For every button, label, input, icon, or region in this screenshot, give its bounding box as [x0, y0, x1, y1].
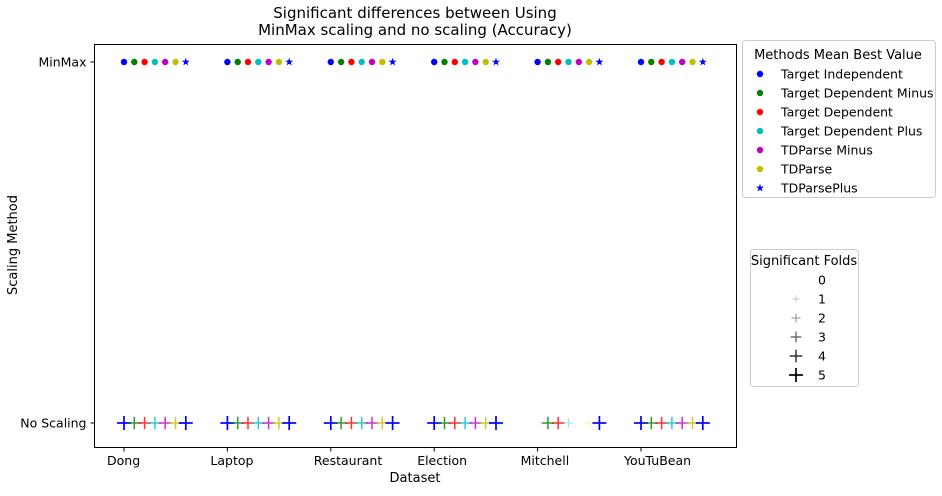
legend-marker-tdparse-minus: [756, 146, 764, 154]
legend-fold-label-4: 4: [818, 349, 826, 364]
legend-methods-box: [742, 40, 936, 198]
legend-label-tdparse: TDParse: [780, 162, 833, 177]
legend-fold-label-3: 3: [818, 330, 826, 345]
plot-area: [94, 44, 737, 448]
x-tick-label-mitchell: Mitchell: [521, 453, 570, 468]
x-tick-label-laptop: Laptop: [210, 453, 253, 468]
point-minmax-election-target-dependent-minus: [441, 58, 448, 66]
point-minmax-restaurant-tdparseplus: [388, 57, 397, 66]
point-minmax-laptop-target-dependent-plus: [255, 58, 262, 66]
legend-marker-target-dependent-minus: [756, 89, 764, 97]
chart-marks: [117, 57, 710, 430]
plus-noscaling-mitchell-tdparseplus: [592, 416, 607, 430]
legend-fold-label-0: 0: [818, 273, 826, 288]
chart-title-line-2: MinMax scaling and no scaling (Accuracy): [258, 21, 572, 39]
legend-marker-target-dependent-plus: [756, 127, 764, 135]
point-minmax-laptop-tdparse: [275, 58, 283, 66]
point-minmax-youtubean-target-dependent-minus: [648, 58, 655, 66]
point-minmax-election-target-dependent-plus: [461, 58, 469, 66]
legend-marker-tdparseplus: [756, 183, 764, 192]
x-tick-label-election: Election: [417, 453, 467, 468]
legend-marker-tdparse: [756, 165, 764, 173]
y-tick-label-no-scaling: No Scaling: [20, 416, 86, 431]
point-minmax-youtubean-tdparse: [689, 58, 696, 66]
point-minmax-restaurant-tdparse: [379, 58, 386, 66]
plus-noscaling-dong-tdparseplus: [178, 416, 193, 430]
legend-fold-marker-3: [790, 331, 802, 343]
legend-fold-marker-1: [792, 295, 800, 303]
point-minmax-laptop-target-dependent: [244, 58, 252, 66]
chart-title-line-1: Significant differences between Using: [273, 4, 556, 22]
legend-methods-entries: Target Independent Target Dependent Minus…: [756, 67, 934, 196]
legend-folds-title: Significant Folds: [751, 254, 858, 269]
point-minmax-mitchell-tdparse-minus: [575, 58, 582, 66]
point-minmax-youtubean-target-independent: [637, 58, 645, 66]
y-axis-label: Scaling Method: [6, 195, 21, 295]
plus-noscaling-restaurant-tdparseplus: [385, 416, 400, 430]
legend-label-tdparseplus: TDParsePlus: [780, 181, 858, 196]
point-minmax-restaurant-target-dependent-plus: [358, 58, 365, 66]
plus-noscaling-mitchell-tdparse: [585, 419, 593, 427]
point-minmax-election-tdparseplus: [492, 57, 500, 66]
legend-fold-label-5: 5: [818, 368, 826, 383]
legend-folds-box: [750, 249, 859, 387]
x-tick-label-youtubean: YouTuBean: [623, 453, 691, 468]
point-minmax-dong-tdparse: [172, 58, 179, 66]
point-minmax-dong-target-independent: [120, 58, 128, 66]
x-tick-label-dong: Dong: [107, 453, 140, 468]
legend-marker-target-independent: [756, 70, 764, 78]
legend-fold-marker-4: [789, 349, 803, 363]
point-minmax-mitchell-tdparseplus: [595, 57, 604, 66]
x-axis-label: Dataset: [390, 471, 441, 486]
point-minmax-laptop-tdparseplus: [285, 57, 294, 66]
point-minmax-dong-target-dependent-plus: [151, 58, 159, 66]
point-minmax-dong-target-dependent: [141, 58, 148, 66]
point-minmax-youtubean-tdparseplus: [698, 57, 707, 66]
legend-label-target-dependent: Target Dependent: [780, 105, 893, 120]
x-tick-label-restaurant: Restaurant: [314, 453, 383, 468]
legend-fold-label-1: 1: [818, 292, 826, 307]
point-minmax-dong-tdparseplus: [181, 57, 190, 66]
point-minmax-mitchell-target-independent: [534, 58, 541, 66]
legend-marker-target-dependent: [756, 108, 764, 116]
axis-ticks: Dong Laptop Restaurant Election Mitchell YouT…: [20, 55, 691, 469]
point-minmax-laptop-target-independent: [224, 58, 231, 66]
point-minmax-youtubean-target-dependent: [658, 58, 665, 66]
point-minmax-youtubean-target-dependent-plus: [668, 58, 676, 66]
legend-label-target-dependent-plus: Target Dependent Plus: [780, 124, 922, 139]
plus-noscaling-youtubean-tdparseplus: [695, 416, 710, 430]
legend-fold-marker-5: [789, 368, 803, 382]
point-minmax-election-target-dependent: [451, 58, 458, 66]
y-tick-label-minmax: MinMax: [38, 55, 86, 70]
point-minmax-mitchell-tdparse: [585, 58, 593, 66]
point-minmax-mitchell-target-dependent-plus: [565, 58, 572, 66]
legend-fold-label-2: 2: [818, 311, 826, 326]
point-minmax-election-tdparse-minus: [472, 58, 479, 66]
point-minmax-restaurant-target-dependent-minus: [337, 58, 345, 66]
plus-noscaling-election-tdparseplus: [489, 416, 503, 430]
plus-noscaling-mitchell-target-dependent: [552, 416, 565, 430]
point-minmax-laptop-tdparse-minus: [265, 58, 272, 66]
point-minmax-mitchell-target-dependent: [555, 58, 562, 66]
legend-folds-entries: 0 1 2 3 4 5: [789, 273, 826, 383]
point-minmax-election-target-independent: [431, 58, 438, 66]
legend-label-target-independent: Target Independent: [780, 67, 903, 82]
point-minmax-dong-tdparse-minus: [162, 58, 169, 66]
point-minmax-restaurant-target-independent: [327, 58, 334, 66]
point-minmax-restaurant-tdparse-minus: [368, 58, 376, 66]
legend-label-target-dependent-minus: Target Dependent Minus: [780, 86, 934, 101]
point-minmax-election-tdparse: [482, 58, 489, 66]
point-minmax-dong-target-dependent-minus: [131, 58, 138, 66]
point-minmax-youtubean-tdparse-minus: [679, 58, 686, 66]
point-minmax-restaurant-target-dependent: [348, 58, 355, 66]
plus-noscaling-mitchell-target-dependent-plus: [563, 418, 574, 428]
legend-methods-title: Methods Mean Best Value: [754, 48, 922, 63]
plus-noscaling-laptop-tdparseplus: [282, 416, 297, 430]
legend-label-tdparse-minus: TDParse Minus: [780, 143, 873, 158]
point-minmax-mitchell-target-dependent-minus: [544, 58, 552, 66]
point-minmax-laptop-target-dependent-minus: [234, 58, 241, 66]
legend-fold-marker-2: [791, 313, 801, 323]
